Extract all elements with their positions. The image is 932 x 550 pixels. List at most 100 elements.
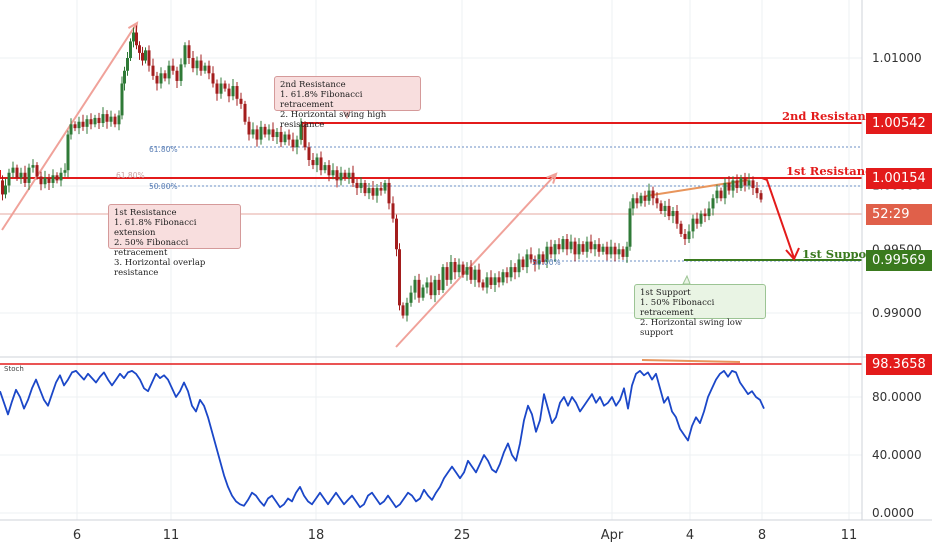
candle-body [351, 172, 355, 183]
candle-body [295, 139, 299, 148]
candle-body [97, 117, 101, 124]
candle-body [699, 213, 703, 224]
candle-body [77, 121, 81, 129]
time-tick-label: 4 [686, 528, 694, 543]
candle-body [247, 121, 251, 135]
candle-body [69, 124, 73, 135]
candle-body [66, 134, 70, 171]
fib-label-61-8: 61.80% [149, 145, 178, 154]
time-tick-label: 18 [308, 528, 325, 543]
stoch-title: Stoch [4, 365, 24, 373]
candle-body [533, 259, 537, 265]
candle-body [425, 282, 429, 288]
candle-body [723, 182, 727, 199]
candle-body [55, 175, 59, 181]
annotation-1st-support: 1st Support 1. 50% Fibonacci retracement… [634, 284, 766, 338]
candle-body [81, 121, 85, 127]
candle-body [291, 139, 295, 148]
candle-body [671, 211, 675, 217]
time-tick-label: Apr [601, 528, 624, 543]
candle-body [231, 86, 235, 97]
candle-body [401, 305, 405, 316]
price-tag-1st-resistance: 1.00154 [866, 168, 932, 189]
fib-label-61-8-b: 61.80% [116, 171, 145, 180]
candle-body [191, 58, 195, 69]
candle-body [359, 182, 363, 189]
candle-body [23, 172, 27, 183]
candle-body [577, 244, 581, 255]
candle-body [679, 223, 683, 234]
candle-body [123, 70, 126, 84]
candle-body [593, 244, 597, 250]
candle-body [219, 83, 223, 94]
candle-body [183, 45, 187, 65]
fib-label-50: 50.00% [149, 182, 178, 191]
candle-body [73, 124, 77, 129]
candle-body [613, 246, 617, 255]
candle-body [299, 124, 303, 140]
price-tick-label: 0.99000 [872, 306, 922, 320]
candle-body [89, 119, 93, 125]
candle-body [105, 114, 109, 122]
candle-body [473, 269, 477, 280]
candle-body [501, 272, 505, 283]
down-arrow-line [761, 177, 795, 259]
candle-body [719, 190, 723, 199]
stoch-value-tag: 98.3658 [866, 354, 932, 375]
time-tick-label: 25 [454, 528, 471, 543]
candle-body [132, 32, 135, 42]
candle-body [315, 157, 319, 166]
candle-body [259, 126, 263, 140]
candle-body [398, 249, 401, 306]
candle-body [631, 198, 635, 209]
annotation-2nd-resistance: 2nd Resistance 1. 61.8% Fibonacci retrac… [274, 76, 421, 130]
candle-body [585, 241, 589, 252]
candle-body [655, 198, 659, 204]
candle-body [659, 203, 663, 211]
candle-body [279, 131, 283, 143]
candle-body [287, 134, 291, 140]
price-tag-1st-support: 0.99569 [866, 250, 932, 271]
candle-body [457, 264, 461, 273]
candle-body [481, 282, 485, 288]
candle-body [319, 157, 323, 171]
candle-body [743, 177, 747, 186]
candle-body [391, 203, 395, 219]
candle-body [283, 134, 287, 143]
candle-body [739, 177, 743, 189]
candle-body [195, 60, 199, 69]
candle-body [307, 147, 311, 160]
candle-body [7, 172, 11, 186]
up-trend-arrow-2-head [546, 172, 558, 184]
candle-body [39, 176, 43, 185]
candle-body [573, 241, 577, 255]
candle-body [35, 165, 39, 177]
candle-body [155, 75, 159, 84]
candle-body [565, 239, 569, 250]
candle-body [625, 246, 629, 257]
candle-body [461, 264, 465, 275]
candle-body [505, 272, 509, 278]
candle-body [27, 167, 31, 183]
candle-body [639, 195, 643, 204]
candle-body [263, 126, 267, 135]
candle-body [175, 70, 179, 81]
candle-body [275, 131, 279, 138]
candle-body [711, 198, 715, 209]
candle-body [101, 114, 105, 124]
candle-body [343, 172, 347, 178]
candle-body [409, 292, 413, 303]
stoch-tick-label: 40.0000 [872, 448, 922, 462]
annotation-pointer [682, 274, 691, 285]
candle-body [628, 208, 632, 247]
candle-body [239, 98, 243, 104]
time-tick-label: 11 [841, 528, 858, 543]
stoch-line [0, 370, 765, 509]
candle-body [589, 241, 593, 250]
candle-body [47, 177, 51, 183]
candle-body [433, 279, 437, 296]
candle-body [227, 88, 231, 97]
candle-body [703, 213, 707, 217]
